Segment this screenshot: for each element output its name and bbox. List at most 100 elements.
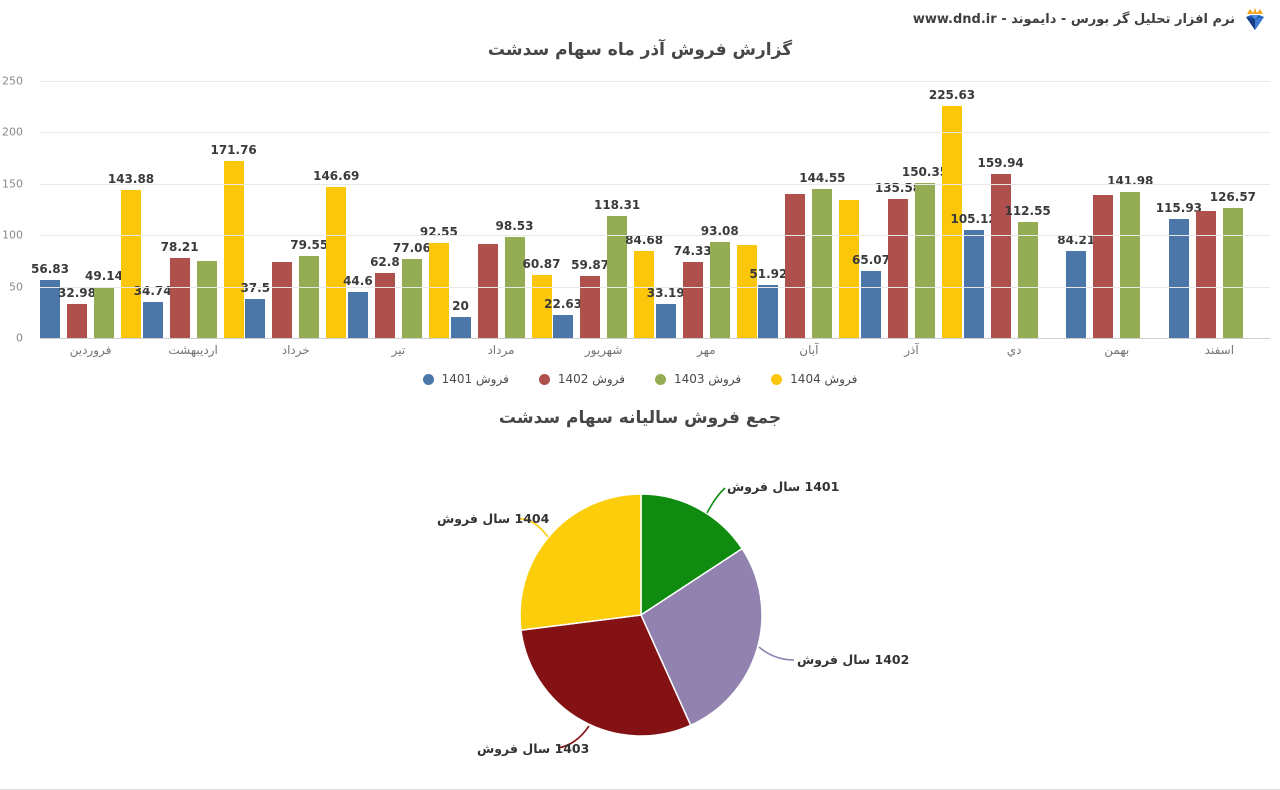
bar-group-8: 51.92 144.55 [749, 81, 860, 338]
bar-1403-m1 [94, 287, 114, 338]
bar-value-label: 141.98 [1107, 174, 1154, 189]
bar: 159.94 [977, 156, 1024, 338]
bar-1402-m12 [1195, 211, 1216, 338]
bar-group-10: 105.12 159.94 112.55 [950, 81, 1065, 338]
bar-value-label: 37.5 [240, 281, 271, 296]
bar [272, 262, 293, 338]
bar: 78.21 [161, 240, 199, 338]
bar-1404-m9 [942, 106, 962, 338]
bar-group-4: 44.6 62.8 77.06 92.55 [343, 81, 458, 338]
bar-1403-m4 [401, 258, 422, 338]
bar-value-label: 84.68 [625, 232, 664, 247]
bar [785, 193, 806, 338]
legend-item-1404[interactable]: فروش 1404 [771, 372, 857, 386]
legend-item-1403[interactable]: فروش 1403 [655, 372, 741, 386]
bar: 225.63 [929, 88, 975, 338]
bar: 146.69 [313, 169, 359, 338]
bar: 118.31 [594, 198, 640, 338]
bar-1404-m2 [223, 161, 244, 338]
bar-1403-m12 [1222, 207, 1243, 338]
diamond-crown-logo [1242, 7, 1268, 31]
month-label-4: تیر [391, 343, 406, 357]
bar-1401-m7 [655, 303, 676, 338]
bar-value-label: 65.07 [852, 253, 890, 268]
bar: 56.83 [31, 262, 69, 338]
bar-1403-m8 [812, 189, 833, 338]
bar: 115.93 [1156, 201, 1202, 338]
gridline-50 [40, 286, 1270, 288]
month-label-6: شهریور [584, 343, 623, 357]
bar: 143.88 [108, 172, 154, 338]
legend-dot-icon [655, 373, 666, 385]
bar-group-7: 33.19 74.33 93.08 [647, 81, 757, 338]
bar [1093, 194, 1114, 338]
header-title: نرم افزار تحلیل گر بورس - دایموند - www.… [912, 11, 1235, 27]
bar-value-label: 112.55 [1004, 204, 1051, 219]
legend-item-1402[interactable]: فروش 1402 [538, 372, 625, 386]
bar-1401-m9 [861, 271, 881, 338]
bar-1404-m5 [531, 275, 552, 338]
bar-value-label: 92.55 [419, 224, 458, 239]
month-label-7: مهر [696, 343, 716, 357]
bar [736, 245, 757, 338]
bar-value-label: 159.94 [977, 155, 1024, 170]
y-tick-200: 200 [2, 125, 23, 139]
bar: 74.33 [674, 244, 712, 338]
bar-1402-m1 [67, 304, 87, 338]
legend-label: فروش 1402 [557, 372, 625, 386]
bar-value-label: 51.92 [749, 266, 788, 281]
bar-1404-m6 [634, 250, 655, 338]
legend-item-1401[interactable]: فروش 1401 [422, 372, 509, 386]
bar-group-6: 22.63 59.87 118.31 84.68 [544, 81, 663, 338]
y-tick-0: 0 [16, 331, 23, 345]
legend-dot-icon [538, 373, 550, 385]
bar-chart-title: گزارش فروش آذر ماه سهام سدشت [487, 40, 793, 60]
bar-1403-m2 [196, 260, 217, 338]
bar: 92.55 [420, 225, 458, 338]
bar-1404-m8 [839, 199, 860, 338]
bar-1402-m11 [1093, 194, 1114, 338]
bar-groups: 56.83 32.98 49.14 143.88 34.74 78.21 171.76 37.… [31, 81, 1270, 338]
bar-value-label: 144.55 [799, 171, 846, 186]
bar-1402-m5 [477, 244, 498, 338]
bar: 37.5 [240, 281, 270, 338]
bar-1403-m7 [709, 242, 730, 338]
bar-value-label: 22.63 [544, 296, 583, 311]
bar-1401-m4 [347, 292, 368, 338]
bar: 79.55 [290, 238, 328, 338]
month-label-2: اردیبهشت [168, 343, 218, 357]
bar-value-label: 143.88 [107, 172, 155, 187]
legend-dot-icon [422, 373, 434, 385]
bar-1403-m3 [299, 256, 320, 338]
y-tick-250: 250 [2, 74, 23, 88]
bar-1404-m7 [736, 245, 757, 338]
bar: 34.74 [134, 284, 172, 338]
bar: 44.6 [343, 274, 373, 338]
bar-1401-m5 [450, 317, 471, 338]
bar-value-label: 98.53 [495, 218, 534, 233]
bar-value-label: 74.33 [673, 243, 712, 258]
bar-value-label: 34.74 [133, 284, 172, 299]
bar-plot: 56.83 32.98 49.14 143.88 34.74 78.21 171.76 37.… [2, 75, 1270, 345]
bar-value-label: 115.93 [1155, 200, 1203, 215]
bar-1402-m4 [374, 273, 395, 338]
bar-1401-m2 [142, 302, 163, 338]
bar: 33.19 [647, 286, 685, 338]
bar-value-label: 105.12 [950, 211, 997, 226]
gridline-100 [40, 235, 1270, 237]
bar-1401-m10 [963, 229, 984, 338]
pie-label-1404: فروش‎ سال‎ 1404 [437, 511, 550, 526]
bar-1401-m8 [758, 284, 779, 338]
bar-1402-m9 [888, 198, 908, 338]
bar-1403-m10 [1017, 222, 1038, 338]
bar-1401-m6 [553, 314, 574, 338]
bar: 77.06 [393, 241, 431, 338]
bar-value-label: 77.06 [392, 240, 431, 255]
bar: 49.14 [85, 269, 123, 338]
y-tick-50: 50 [9, 280, 23, 294]
pie-chart-title: جمع فروش سالیانه سهام سدشت [498, 408, 782, 428]
bar-group-3: 37.5 79.55 146.69 [240, 81, 359, 338]
bar-value-label: 225.63 [928, 88, 976, 103]
bar-value-label: 93.08 [700, 224, 739, 239]
